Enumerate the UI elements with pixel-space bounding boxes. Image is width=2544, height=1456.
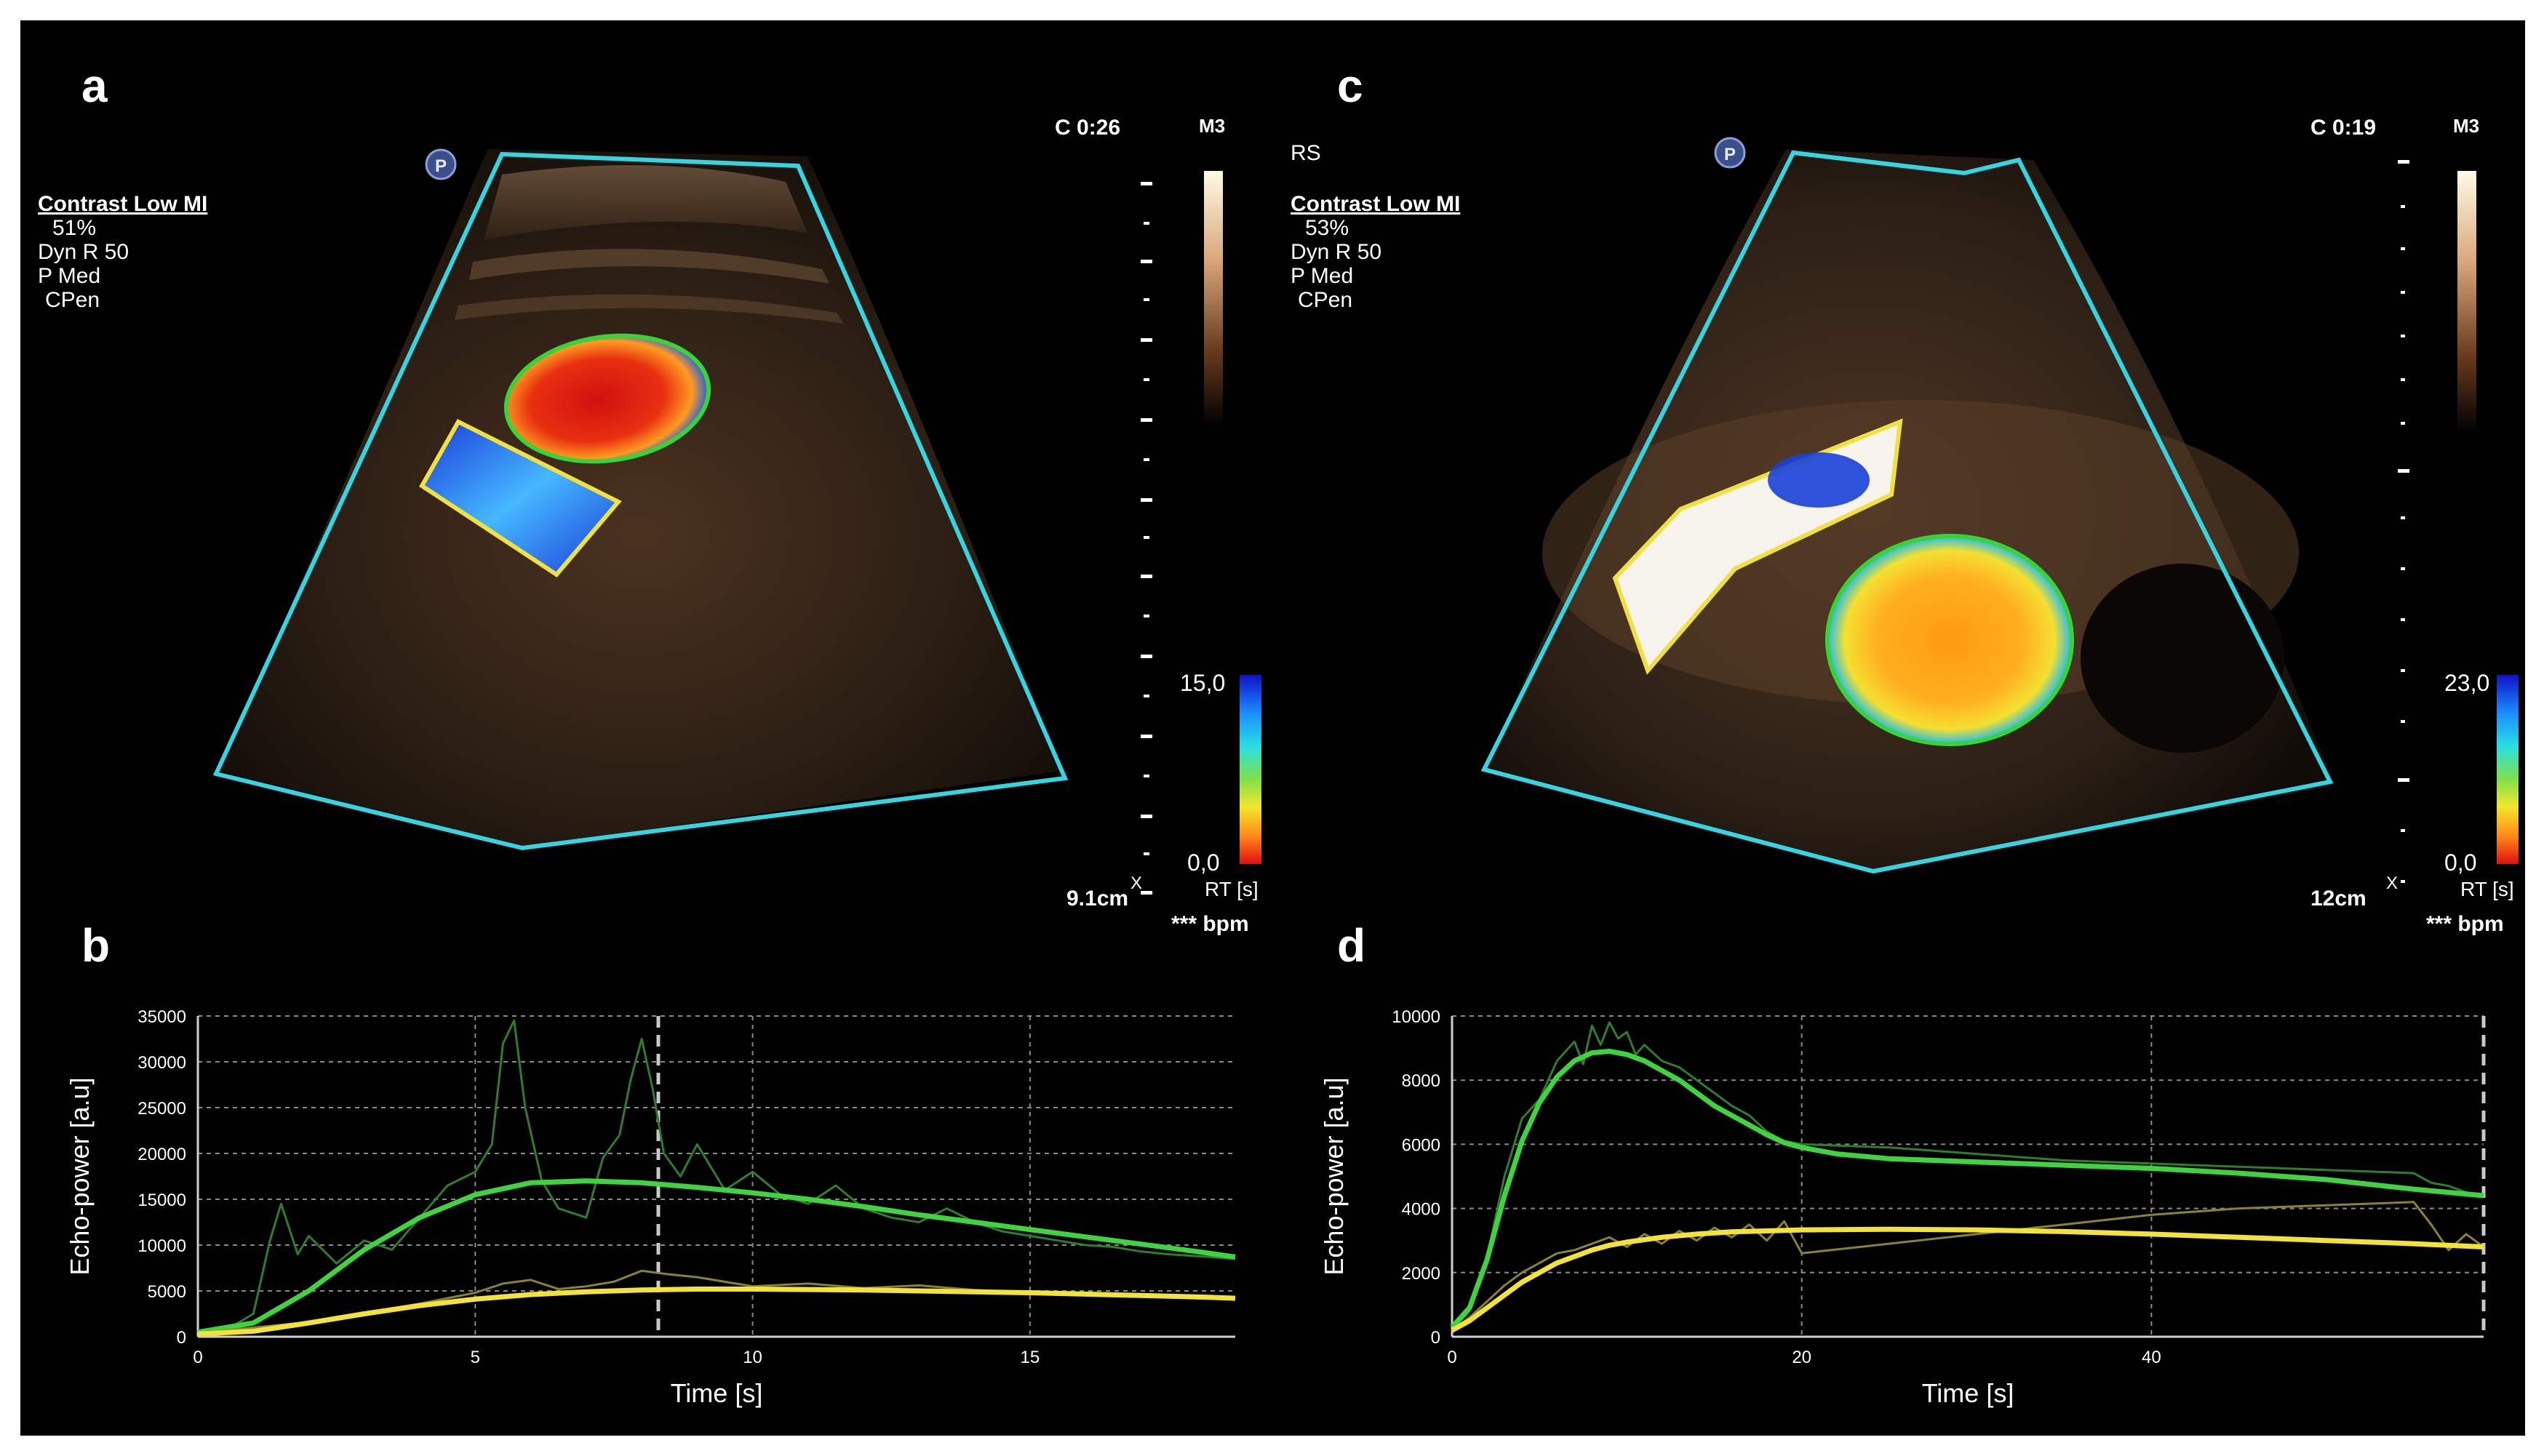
y-tick-label: 10000 — [1392, 1007, 1440, 1027]
roi-cyan-a — [212, 151, 1069, 851]
m3-gray-bar-c — [2457, 171, 2476, 433]
y-axis-label: Echo-power [a.u] — [1319, 1077, 1349, 1275]
setting-gain-c: 53% — [1305, 216, 1349, 240]
probe-badge-icon-a — [425, 148, 457, 180]
chart-b: 0 5000 10000 15000 20000 25000 30000 35000 0 5 10 1… — [65, 1007, 1236, 1408]
x-tick-label: 5 — [471, 1348, 480, 1367]
roi-reference-a — [419, 419, 622, 577]
y-tick-label: 4000 — [1402, 1200, 1440, 1220]
series-line-green-curve — [1450, 1049, 2484, 1329]
rt-color-bar-c — [2497, 675, 2519, 864]
clock-a: C 0:26 — [1055, 116, 1120, 140]
preset-title-c: Contrast Low MI — [1291, 192, 1460, 216]
dark-vessel-c — [2081, 564, 2284, 753]
bpm-label-a: *** bpm — [1171, 912, 1249, 936]
depth-marker-a: X — [1131, 873, 1142, 893]
y-tick-label: 6000 — [1402, 1135, 1440, 1155]
probe-badge-label-a: P — [435, 156, 447, 176]
y-tick-label: 30000 — [137, 1053, 186, 1073]
setting-dynr-a: Dyn R 50 — [38, 240, 129, 264]
y-tick-label: 10000 — [137, 1236, 186, 1256]
rt-color-bar-a — [1240, 675, 1261, 864]
ultrasound-sector-a — [218, 149, 1062, 847]
map-label-c: M3 — [2453, 115, 2479, 137]
x-tick-label: 40 — [2142, 1348, 2161, 1367]
clock-c: C 0:19 — [2310, 116, 2376, 140]
panel-b-letter: b — [81, 919, 110, 972]
chart-d: 0 2000 4000 6000 8000 10000 0 20 40 Time [s] Echo-… — [1319, 1007, 2486, 1408]
y-tick-label: 25000 — [137, 1099, 186, 1119]
x-axis-label: Time [s] — [1922, 1378, 2014, 1408]
x-axis-label: Time [s] — [671, 1378, 763, 1408]
y-tick-label: 2000 — [1402, 1264, 1440, 1284]
depth-ticks-c — [2398, 160, 2409, 883]
series-line-green-raw — [1451, 1021, 2484, 1332]
y-tick-label: 5000 — [148, 1282, 186, 1302]
x-tick-label: 0 — [1447, 1348, 1456, 1367]
m3-gray-bar-a — [1204, 171, 1223, 425]
near-field-band-a2 — [469, 249, 829, 284]
y-tick-label: 0 — [177, 1328, 186, 1348]
setting-dynr-c: Dyn R 50 — [1291, 240, 1381, 264]
rt-scale-min-c: 0,0 — [2444, 849, 2476, 876]
setting-gain-a: 51% — [52, 216, 96, 240]
series-line-green-curve — [197, 1178, 1236, 1335]
bpm-label-c: *** bpm — [2426, 912, 2504, 936]
x-tick-label: 0 — [193, 1348, 202, 1367]
rt-scale-min-a: 0,0 — [1187, 849, 1219, 876]
y-axis-label: Echo-power [a.u] — [65, 1077, 95, 1275]
roi-cyan-c — [1480, 150, 2334, 874]
panel-c-ultrasound: c P RS Contrast Low MI 53% Dyn R 50 P Me… — [1291, 60, 2519, 936]
rt-scale-max-c: 23,0 — [2444, 670, 2489, 696]
setting-cpen-c: CPen — [1298, 288, 1352, 312]
rt-scale-unit-c: RT [s] — [2460, 878, 2514, 900]
preset-title-a: Contrast Low MI — [38, 192, 207, 216]
probe-badge-icon-c — [1714, 137, 1746, 169]
roi-reference-c-fill — [1768, 452, 1870, 508]
near-field-band-a3 — [455, 294, 844, 324]
y-tick-label: 15000 — [137, 1191, 186, 1210]
series-line-yellow-curve — [1451, 1226, 2484, 1333]
y-tick-label: 20000 — [137, 1145, 186, 1164]
series-line-green-raw — [197, 1019, 1236, 1334]
setting-power-a: P Med — [38, 264, 100, 288]
x-tick-label: 15 — [1020, 1348, 1040, 1367]
y-tick-label: 0 — [1431, 1328, 1440, 1348]
probe-badge-label-c: P — [1724, 145, 1736, 164]
y-tick-label: 35000 — [137, 1007, 186, 1027]
depth-label-c: 12cm — [2310, 887, 2366, 911]
mode-label-c: RS — [1291, 141, 1321, 165]
map-label-a: M3 — [1199, 115, 1225, 137]
roi-lesion-c — [1825, 534, 2074, 746]
near-field-bands-a — [484, 165, 808, 240]
y-tick-label: 8000 — [1402, 1071, 1440, 1091]
panel-a-letter: a — [81, 60, 108, 112]
depth-marker-c: X — [2386, 873, 2398, 893]
setting-power-c: P Med — [1291, 264, 1353, 288]
rt-scale-unit-a: RT [s] — [1205, 878, 1259, 900]
panel-d-letter: d — [1337, 919, 1365, 972]
panel-c-letter: c — [1337, 60, 1363, 112]
setting-cpen-a: CPen — [45, 288, 100, 312]
depth-label-a: 9.1cm — [1066, 887, 1128, 911]
depth-ticks-a — [1141, 182, 1152, 895]
x-tick-label: 10 — [743, 1348, 762, 1367]
roi-lesion-a — [503, 333, 711, 464]
x-tick-label: 20 — [1792, 1348, 1811, 1367]
series-line-yellow-curve — [197, 1287, 1236, 1337]
panel-a-ultrasound: a P Contrast Low MI 51% Dyn R 50 P Med C… — [38, 60, 1261, 936]
rt-scale-max-a: 15,0 — [1180, 670, 1225, 696]
